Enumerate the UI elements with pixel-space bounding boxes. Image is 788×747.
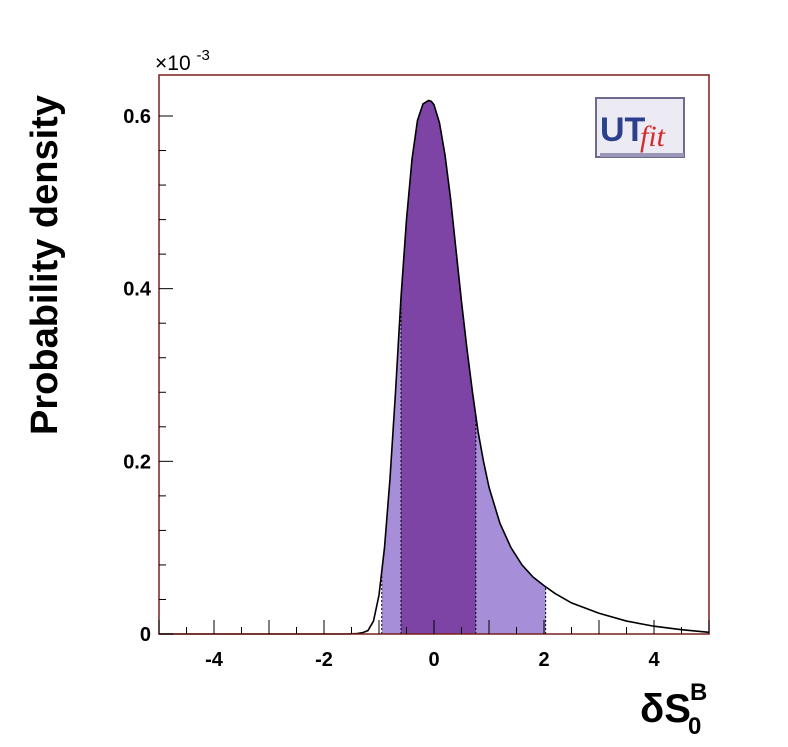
y-multiplier: ×10 -3 — [155, 47, 210, 75]
logo-shadow — [600, 153, 684, 157]
x-axis: -4 -2 0 2 4 — [158, 620, 710, 671]
x-tick-label: 2 — [538, 649, 549, 671]
x-axis-title-main: δS — [640, 687, 691, 731]
y-tick-label: 0.6 — [123, 106, 151, 128]
x-tick-label: -2 — [315, 649, 333, 671]
y-tick-label: 0 — [140, 624, 151, 646]
y-tick-label: 0.4 — [123, 279, 152, 301]
y-axis-title: Probability density — [24, 95, 66, 435]
y-axis: 0 0.2 0.4 0.6 — [123, 106, 173, 646]
y-multiplier-base: ×10 — [155, 52, 191, 75]
x-tick-label: 0 — [428, 649, 439, 671]
x-tick-label: 4 — [648, 649, 660, 671]
interval-band-1 — [401, 100, 476, 634]
interval-edges — [381, 297, 547, 634]
x-axis-title: δS 0 B — [640, 679, 707, 740]
density-curve — [159, 99, 710, 635]
interval-bands — [381, 100, 546, 634]
x-axis-title-sup: B — [690, 679, 707, 706]
utfit-logo: UT fit — [595, 97, 685, 158]
y-multiplier-exponent: -3 — [196, 47, 209, 64]
logo-fit: fit — [640, 120, 666, 153]
y-tick-label: 0.2 — [123, 451, 151, 473]
logo-ut: UT — [600, 111, 646, 149]
x-tick-label: -4 — [205, 649, 224, 671]
x-axis-title-sub: 0 — [688, 713, 701, 740]
